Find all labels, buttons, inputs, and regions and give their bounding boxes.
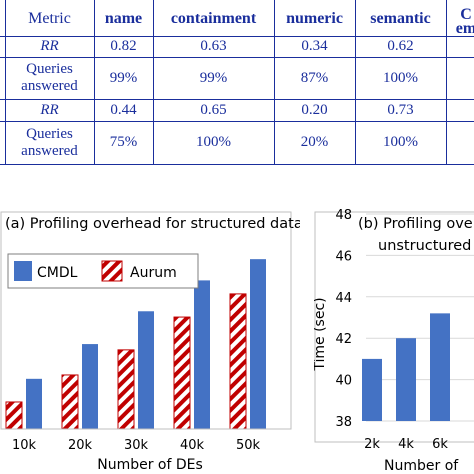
bar-cmdl [194, 280, 210, 429]
table-cell: 0.63 [200, 38, 227, 54]
bar-aurum [229, 293, 247, 430]
plot-frame [314, 211, 474, 443]
table-rule [0, 57, 474, 58]
y-tick-label: 42 [335, 332, 352, 347]
results-table: Metric name containment numeric semantic… [0, 0, 474, 166]
bar-cmdl [250, 259, 266, 429]
table-cell: 75% [109, 134, 138, 150]
legend-swatch-aurum [101, 260, 123, 282]
bar-time [430, 313, 450, 421]
header-metric: Metric [28, 9, 71, 27]
x-tick-label: 6k [432, 437, 448, 452]
header-semantic: semantic [370, 9, 431, 27]
table-rule [153, 0, 154, 165]
table-rule [446, 0, 447, 165]
chart-structured-overhead: (a) Profiling overhead for structured da… [0, 211, 300, 473]
table-cell: 99% [199, 69, 228, 86]
bar-cmdl [138, 311, 154, 429]
table-cell: 0.65 [200, 101, 227, 118]
y-tick-label: 40 [335, 374, 352, 389]
table-rule [274, 0, 275, 165]
legend-label-aurum: Aurum [130, 265, 177, 281]
x-axis-label: Number of DEs [97, 457, 203, 473]
header-cut-2: em [455, 19, 474, 37]
y-tick-label: 44 [335, 291, 352, 306]
y-tick-label: 46 [335, 249, 352, 264]
row-metric-line: Queries [26, 125, 73, 142]
header-cut-1: C [460, 5, 472, 23]
bar-cmdl [26, 378, 42, 429]
chart-title: (a) Profiling overhead for structured da… [5, 216, 300, 232]
bar-time [362, 358, 382, 421]
x-tick-label: 2k [364, 437, 380, 452]
x-tick-label: 30k [124, 438, 149, 453]
table-rule [0, 99, 474, 100]
y-tick-label: 38 [335, 415, 352, 430]
legend-label-cmdl: CMDL [37, 265, 78, 281]
row-metric: RR [40, 101, 59, 118]
x-axis-label: Number of [384, 458, 459, 474]
table-cell: 0.34 [301, 38, 328, 54]
chart-unstructured-overhead: 38 40 42 44 46 48 Time (sec) 2k 4k 6k (b) Profi… [314, 208, 474, 474]
header-containment: containment [170, 9, 257, 27]
table-rule [0, 121, 474, 122]
table-rule [0, 164, 474, 165]
chart-subtitle: unstructured [378, 238, 471, 254]
bar-aurum [117, 349, 135, 430]
table-cell: 20% [300, 134, 329, 150]
x-tick-label: 10k [12, 438, 37, 453]
bar-time [396, 338, 416, 421]
table-rule [355, 0, 356, 165]
row-metric-line: answered [21, 78, 78, 94]
table-cell: 87% [300, 69, 329, 86]
bars-group [362, 313, 450, 421]
y-ticks: 38 40 42 44 46 48 [335, 208, 352, 430]
x-tick-label: 20k [68, 438, 93, 453]
legend-swatch-cmdl [14, 261, 32, 281]
x-ticks: 10k 20k 30k 40k 50k [12, 438, 261, 453]
row-metric: Queries answered [5, 121, 94, 164]
header-numeric: numeric [286, 9, 343, 27]
table-cell: 0.73 [387, 101, 414, 118]
table-cell: 100% [196, 134, 231, 150]
row-metric-line: answered [21, 142, 78, 159]
bar-aurum [173, 316, 191, 430]
x-tick-label: 40k [180, 438, 205, 453]
header-name: name [104, 9, 143, 27]
table-cell: 0.82 [110, 38, 137, 54]
y-axis-label: Time (sec) [314, 297, 328, 371]
chart-title: (b) Profiling overl [358, 216, 474, 232]
table-rule [5, 0, 6, 165]
grid-lines [366, 213, 474, 422]
table-cell: 100% [383, 134, 418, 150]
table-cell: 99% [109, 69, 138, 86]
table-cell: 0.20 [301, 101, 328, 118]
row-metric: RR [40, 38, 59, 54]
row-metric-line: Queries [26, 61, 73, 77]
row-metric: Queries answered [5, 57, 94, 99]
bar-cmdl [82, 344, 98, 429]
table-cell: 0.44 [110, 101, 137, 118]
table-rule [94, 0, 95, 165]
bar-aurum [5, 401, 23, 430]
x-ticks: 2k 4k 6k [364, 437, 448, 452]
y-tick-label: 48 [335, 208, 352, 223]
table-cell: 0.62 [387, 38, 414, 54]
x-tick-label: 4k [398, 437, 414, 452]
bar-aurum [61, 374, 79, 430]
table-cell: 100% [383, 69, 418, 86]
x-tick-label: 50k [236, 438, 261, 453]
table-rule [0, 36, 474, 37]
